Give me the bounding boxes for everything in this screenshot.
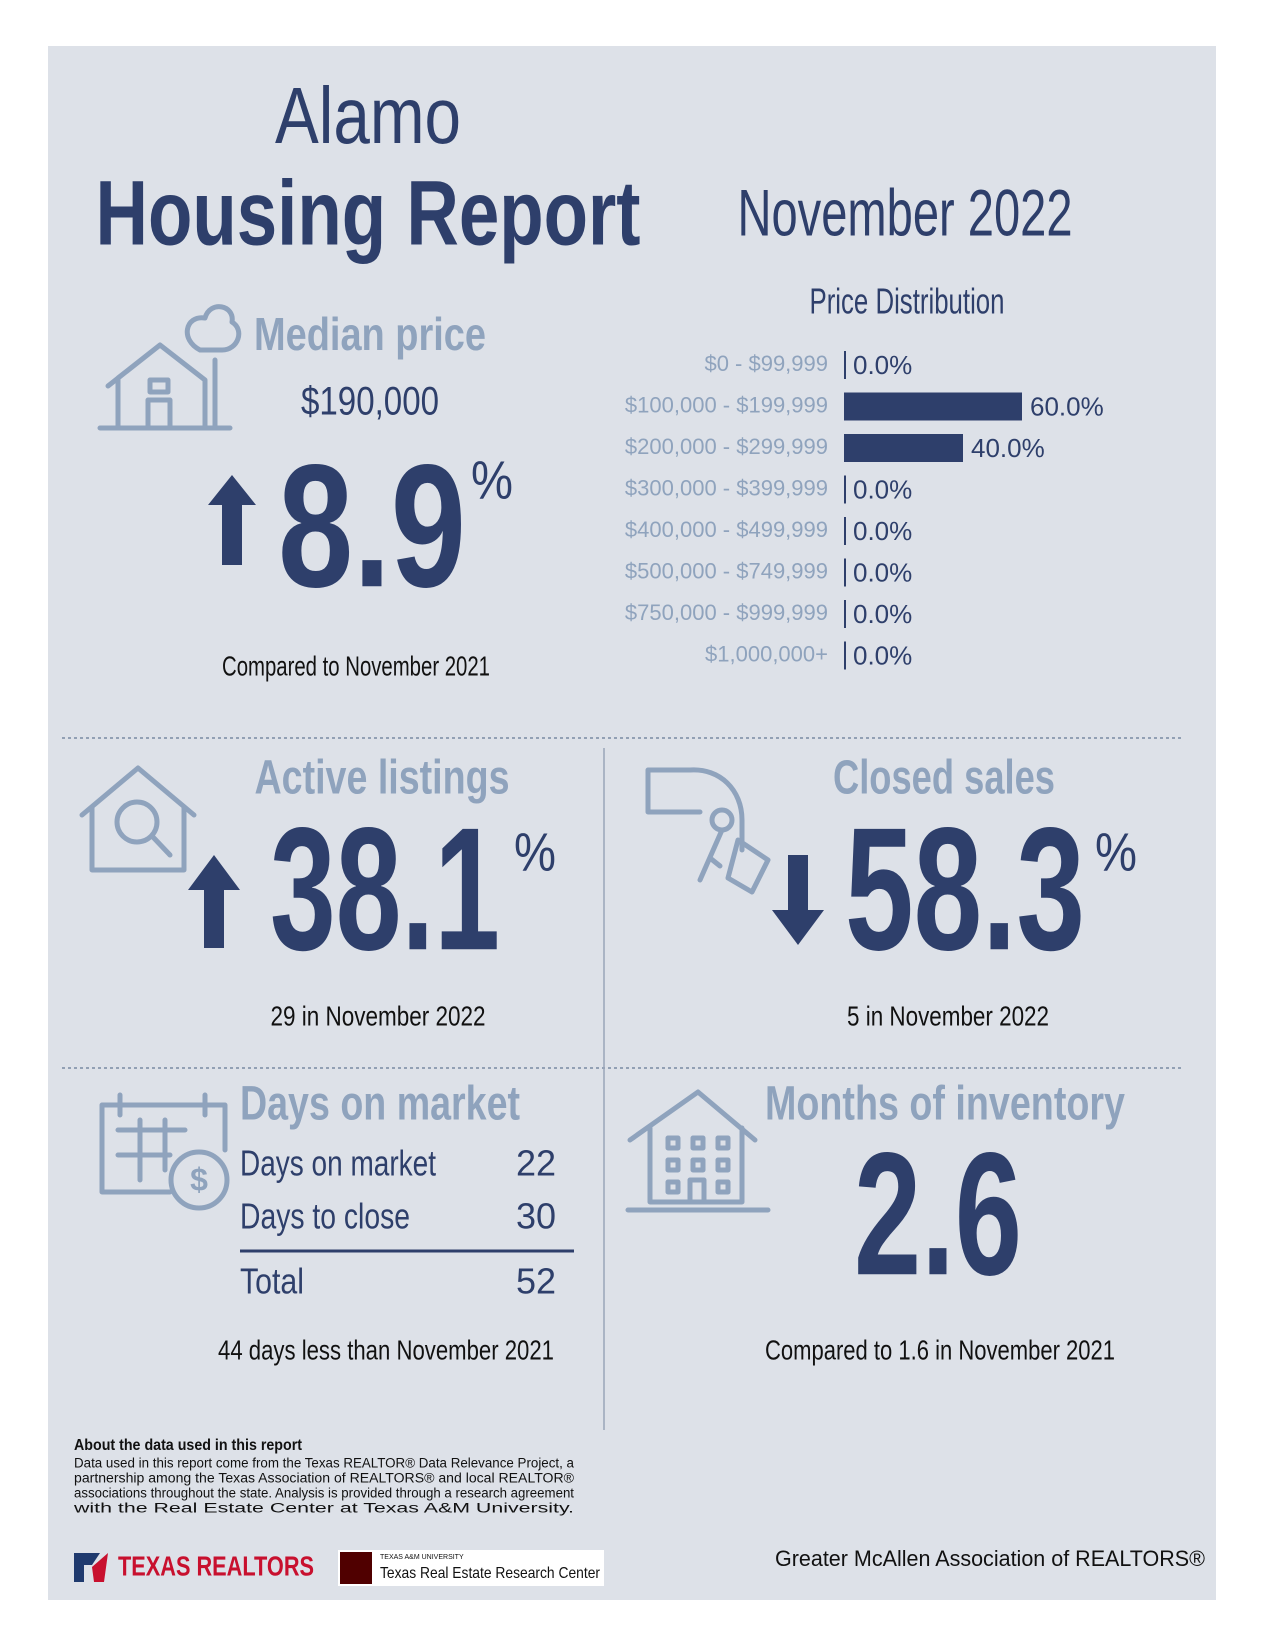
- period: November 2022: [738, 175, 1073, 249]
- arrow-up: [208, 475, 256, 565]
- category-label: $400,000 - $499,999: [625, 517, 828, 542]
- comparison: Compared to November 2021: [222, 650, 490, 681]
- section-title: Active listings: [255, 752, 510, 805]
- category-label: $1,000,000+: [705, 641, 828, 666]
- arrow-down: [772, 855, 824, 945]
- about-title: About the data used in this report: [74, 1437, 303, 1454]
- detail: 5 in November 2022: [847, 1000, 1049, 1031]
- arrow-up: [188, 855, 240, 948]
- category-label: $500,000 - $749,999: [625, 558, 828, 583]
- detail: 29 in November 2022: [271, 1000, 486, 1031]
- value-label: 0.0%: [853, 640, 912, 670]
- about-text: Data used in this report come from the T…: [72, 1456, 574, 1516]
- category-label: $100,000 - $199,999: [625, 392, 828, 417]
- building-icon: [625, 1089, 771, 1213]
- panel: [48, 46, 1216, 1600]
- category-label: $0 - $99,999: [704, 351, 828, 376]
- row-label: Days on market: [240, 1143, 436, 1184]
- change-unit: %: [1095, 822, 1137, 882]
- chart-title: Price Distribution: [810, 281, 1005, 322]
- logo-mark: [340, 1552, 372, 1584]
- change-unit: %: [471, 450, 513, 510]
- value-label: 0.0%: [853, 474, 912, 504]
- about-line: with the Real Estate Center at Texas A&M…: [72, 1501, 574, 1516]
- row-value: 30: [516, 1196, 556, 1237]
- value-label: 0.0%: [853, 557, 912, 587]
- value-label: 0.0%: [853, 516, 912, 546]
- inventory-value: 2.6: [854, 1117, 1022, 1312]
- section-title: Closed sales: [833, 752, 1055, 805]
- section-title: Median price: [254, 308, 486, 360]
- category-label: $750,000 - $999,999: [625, 600, 828, 625]
- section-title: Days on market: [240, 1078, 520, 1131]
- comparison: 44 days less than November 2021: [218, 1334, 554, 1365]
- title: Housing Report: [96, 162, 641, 264]
- logo-mark: [92, 1553, 108, 1582]
- row-value: 22: [516, 1143, 556, 1184]
- logo-box: [338, 1550, 604, 1586]
- row-label: Total: [240, 1261, 304, 1302]
- category-label: $300,000 - $399,999: [625, 475, 828, 500]
- category-label: $200,000 - $299,999: [625, 434, 828, 459]
- calendar-icon: [99, 1092, 230, 1211]
- title: Alamo: [275, 71, 461, 160]
- about-line: partnership among the Texas Association …: [74, 1471, 574, 1486]
- icon-glyph: $: [190, 1161, 208, 1197]
- change-value: 58.3: [845, 792, 1085, 987]
- value-label: 40.0%: [971, 433, 1045, 463]
- row-value: 52: [516, 1261, 556, 1302]
- value-label: 60.0%: [1030, 391, 1104, 421]
- change-unit: %: [514, 822, 556, 882]
- association: Greater McAllen Association of REALTORS®: [775, 1546, 1205, 1571]
- change-value: 8.9: [278, 429, 466, 624]
- about-line: Data used in this report come from the T…: [74, 1456, 574, 1471]
- logo-text: TEXAS REALTORS: [118, 1550, 314, 1581]
- change-value: 38.1: [270, 792, 500, 987]
- price-distribution: $0 - $99,999 0.0% $100,000 - $199,999 60.0%…: [625, 350, 1104, 671]
- comparison: Compared to 1.6 in November 2021: [765, 1334, 1115, 1365]
- logo-mark: [74, 1553, 100, 1582]
- median-price: $190,000: [301, 380, 439, 424]
- about-line: associations throughout the state. Analy…: [74, 1486, 574, 1501]
- logo-text: Texas Real Estate Research Center: [380, 1565, 601, 1582]
- logo-text: TEXAS A&M UNIVERSITY: [380, 1554, 464, 1561]
- section-title: Months of inventory: [765, 1078, 1125, 1131]
- value-label: 0.0%: [853, 599, 912, 629]
- bar: [845, 392, 1022, 421]
- value-label: 0.0%: [853, 350, 912, 380]
- house-icon: [97, 304, 242, 431]
- search-house-icon: [79, 765, 197, 873]
- bar: [845, 434, 963, 462]
- row-label: Days to close: [240, 1196, 410, 1237]
- key-hand-icon: [645, 767, 771, 895]
